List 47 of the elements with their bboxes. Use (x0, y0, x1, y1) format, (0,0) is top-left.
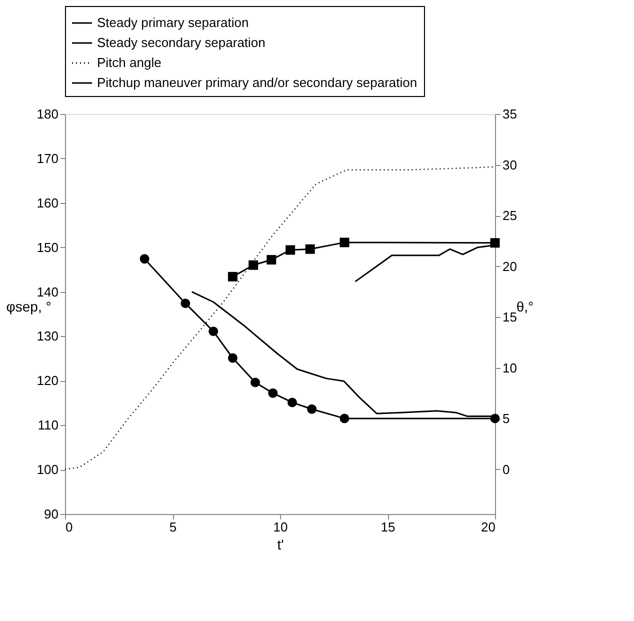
y-tick-label: 100 (36, 462, 58, 478)
y2-tick-label: 15 (502, 310, 517, 325)
legend-label: Steady primary separation (97, 15, 249, 30)
point (268, 388, 278, 398)
y-tick-label: 130 (36, 328, 58, 344)
point (490, 238, 500, 248)
point (228, 353, 238, 363)
point (208, 326, 218, 336)
x-tick-label: 10 (273, 520, 288, 534)
point (340, 414, 350, 424)
point (248, 260, 258, 270)
legend-label: Pitch angle (97, 55, 162, 70)
point (307, 404, 317, 414)
y-tick-label: 170 (36, 150, 58, 166)
y-tick-label: 90 (44, 506, 58, 522)
y2-axis-title: θ,° (516, 298, 534, 314)
point (266, 255, 276, 265)
y-tick-label: 140 (36, 284, 58, 300)
point (490, 414, 500, 424)
point (340, 238, 350, 248)
point (180, 298, 190, 308)
point (228, 272, 238, 282)
y-tick-label: 110 (38, 418, 58, 433)
y2-tick-label: 30 (502, 157, 517, 172)
y2-tick-label: 5 (502, 411, 510, 426)
x-tick-label: 5 (169, 520, 177, 534)
legend-label: Steady secondary separation (97, 35, 266, 50)
y2-tick-label: 10 (502, 360, 517, 376)
point (250, 378, 260, 388)
x-tick-label: 0 (66, 520, 73, 534)
x-tick-label: 20 (481, 520, 496, 534)
point (140, 254, 150, 264)
y2-tick-label: 20 (502, 258, 517, 274)
y-tick-label: 150 (36, 240, 58, 255)
legend-label: Pitchup maneuver primary and/or secondary separation (97, 75, 418, 90)
point (286, 245, 296, 255)
y2-tick-label: 25 (502, 208, 517, 224)
y-axis-title: φsep, ° (6, 298, 52, 314)
x-tick-label: 15 (380, 520, 396, 534)
y2-tick-label: 0 (502, 462, 510, 477)
y-tick-label: 180 (36, 106, 58, 122)
point (288, 398, 297, 408)
x-axis-title: t' (277, 536, 284, 552)
y-tick-label: 120 (36, 373, 58, 388)
point (305, 244, 315, 254)
y-tick-label: 160 (36, 195, 58, 210)
y2-tick-label: 35 (502, 106, 517, 122)
